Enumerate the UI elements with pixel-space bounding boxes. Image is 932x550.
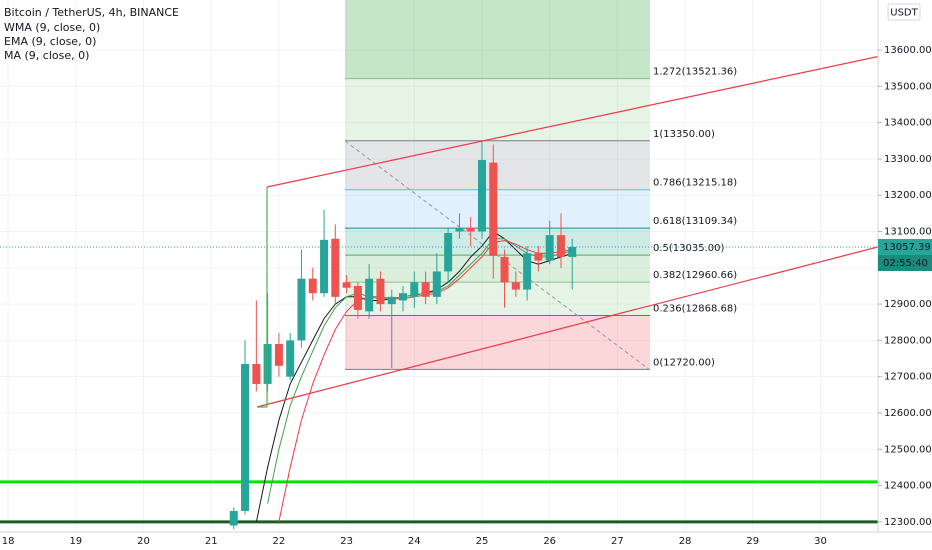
candle-body bbox=[241, 363, 250, 511]
y-tick-label: 12900.00 bbox=[884, 299, 932, 310]
candle-body bbox=[297, 278, 306, 341]
fib-zone bbox=[345, 140, 650, 190]
x-tick-label: 27 bbox=[611, 536, 624, 547]
candle-body bbox=[398, 293, 407, 301]
candle-body bbox=[376, 278, 385, 305]
candle-body bbox=[274, 344, 283, 366]
fib-zone bbox=[345, 315, 650, 370]
x-tick-label: 18 bbox=[2, 536, 15, 547]
x-tick-label: 22 bbox=[273, 536, 286, 547]
y-tick-label: 12300.00 bbox=[884, 517, 932, 528]
last-price-label: 13057.39 bbox=[883, 242, 931, 253]
countdown-box bbox=[878, 254, 932, 271]
x-tick-label: 21 bbox=[205, 536, 218, 547]
y-tick-label: 13400.00 bbox=[884, 118, 932, 129]
candle-body bbox=[320, 239, 329, 294]
candle-body bbox=[545, 235, 554, 261]
channel-lower bbox=[256, 232, 932, 408]
x-tick-label: 30 bbox=[814, 536, 827, 547]
fib-zone bbox=[345, 0, 650, 79]
fib-zone bbox=[345, 78, 650, 141]
y-tick-label: 12800.00 bbox=[884, 335, 932, 346]
y-tick-label: 12600.00 bbox=[884, 408, 932, 419]
legend-entry: EMA (9, close, 0) bbox=[4, 35, 96, 48]
candles bbox=[0, 140, 878, 530]
candle-body bbox=[511, 282, 520, 290]
fib-label: 0.5(13035.00) bbox=[653, 243, 725, 254]
currency: USDT bbox=[890, 8, 918, 19]
candle-body bbox=[331, 238, 340, 297]
candle-body bbox=[252, 363, 261, 384]
y-tick-label: 12500.00 bbox=[884, 444, 932, 455]
y-tick-label: 12400.00 bbox=[884, 481, 932, 492]
candle-body bbox=[455, 227, 464, 232]
candle-body bbox=[444, 232, 453, 272]
price-axis bbox=[878, 0, 932, 550]
candle-body bbox=[286, 340, 295, 377]
fib-trend-line bbox=[344, 140, 651, 371]
fib-label: 0.786(13215.18) bbox=[653, 178, 737, 189]
candle-body bbox=[387, 296, 396, 305]
horizontal-lines bbox=[0, 480, 878, 524]
candle-body bbox=[568, 246, 577, 257]
x-tick-label: 20 bbox=[137, 536, 150, 547]
fib-label: 0.382(12960.66) bbox=[653, 270, 737, 281]
fib-zone bbox=[345, 255, 650, 283]
candle-body bbox=[353, 285, 362, 310]
x-tick-label: 28 bbox=[679, 536, 692, 547]
candle-body bbox=[308, 278, 317, 294]
candle-body bbox=[500, 256, 509, 283]
fib-label: 0.236(12868.68) bbox=[653, 303, 737, 314]
x-tick-label: 24 bbox=[408, 536, 421, 547]
last-price-box bbox=[878, 238, 932, 255]
grid bbox=[0, 0, 878, 532]
legend-entry: WMA (9, close, 0) bbox=[4, 21, 100, 34]
currency-box[interactable] bbox=[887, 3, 921, 21]
fib-retracement: 0(12720.00) 0.236(12868.68) 0.382(12960.66… bbox=[345, 0, 737, 370]
candle-body bbox=[432, 271, 441, 297]
x-tick-label: 19 bbox=[69, 536, 82, 547]
candle-body bbox=[477, 160, 486, 232]
time-axis bbox=[0, 532, 878, 550]
fib-label: 0(12720.00) bbox=[653, 357, 715, 368]
candle-body bbox=[410, 282, 419, 297]
candle-body bbox=[229, 510, 238, 526]
axes: 12300.00 12400.00 12500.00 12600.00 12700.00… bbox=[2, 45, 932, 547]
chart-title: Bitcoin / TetherUS, 4h, BINANCE bbox=[4, 6, 179, 19]
legend-entry: MA (9, close, 0) bbox=[4, 49, 89, 62]
candle-body bbox=[534, 253, 543, 261]
candle-body bbox=[556, 235, 565, 257]
countdown-label: 02:55:40 bbox=[883, 258, 928, 269]
x-tick-label: 25 bbox=[476, 536, 489, 547]
y-tick-label: 12700.00 bbox=[884, 372, 932, 383]
candle-body bbox=[523, 253, 532, 290]
channel-upper bbox=[266, 44, 932, 188]
y-tick-label: 13300.00 bbox=[884, 154, 932, 165]
candle-body bbox=[365, 278, 374, 312]
candle-body bbox=[421, 282, 430, 297]
y-tick-label: 13600.00 bbox=[884, 45, 932, 56]
fib-label: 0.618(13109.34) bbox=[653, 216, 737, 227]
fib-label: 1.272(13521.36) bbox=[653, 67, 737, 78]
indicator-line bbox=[267, 238, 573, 504]
fib-label: 1(13350.00) bbox=[653, 129, 715, 140]
fib-zone bbox=[345, 189, 650, 229]
x-tick-label: 26 bbox=[543, 536, 556, 547]
y-tick-label: 13500.00 bbox=[884, 81, 932, 92]
candle-body bbox=[466, 227, 475, 232]
x-tick-label: 29 bbox=[746, 536, 759, 547]
y-tick-label: 13200.00 bbox=[884, 190, 932, 201]
candle-body bbox=[342, 282, 351, 288]
y-tick-label: 13100.00 bbox=[884, 227, 932, 238]
candle-body bbox=[489, 162, 498, 256]
x-tick-label: 23 bbox=[340, 536, 353, 547]
